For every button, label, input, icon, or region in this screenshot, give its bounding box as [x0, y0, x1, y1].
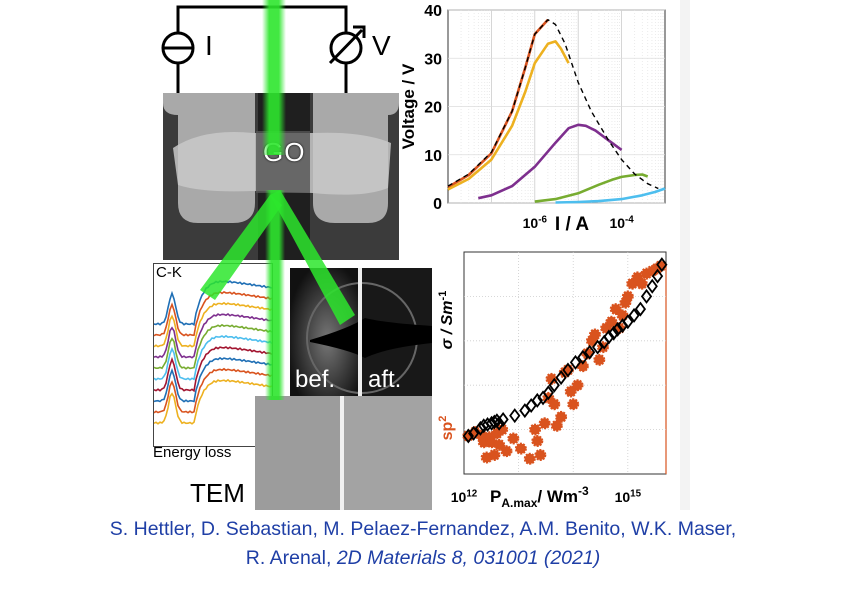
chart1-ytick-label: 10 — [424, 148, 442, 165]
chart2-conductivity-marker — [493, 415, 505, 431]
chart2-conductivity-marker — [569, 354, 582, 370]
chart2-sp2-marker — [507, 432, 520, 445]
chart2-sp2-marker — [514, 442, 527, 455]
chart2-sp2-marker — [593, 353, 606, 366]
chart2-conductivity-marker — [467, 425, 480, 441]
chart2-sp2-marker — [555, 410, 568, 423]
eels-spectrum-curve — [154, 356, 272, 403]
diffraction-patterns: bef. aft. — [290, 268, 432, 398]
chart2-conductivity-marker — [608, 325, 620, 341]
chart1-series-curve-2 — [447, 40, 570, 191]
chart2-conductivity-marker — [531, 392, 543, 408]
circuit-wires — [161, 5, 366, 95]
chart2-conductivity-marker — [519, 403, 531, 419]
eels-spectrum-curve — [154, 367, 272, 414]
voltmeter-icon — [328, 25, 366, 65]
chart2-sp2-marker — [567, 398, 580, 411]
chart2-sp2-marker — [534, 448, 547, 461]
chart2-ylabel-sigma: σ / Sm-1 — [437, 291, 456, 350]
go-sample-label: GO — [263, 137, 306, 167]
eels-spectrum-curve — [154, 313, 272, 359]
chart2-conductivity-marker — [634, 301, 647, 317]
tem-label: TEM — [190, 478, 245, 508]
chart2-conductivity-marker — [584, 344, 596, 360]
chart2-sp2-marker — [529, 423, 542, 436]
chart2-sp2-marker — [635, 277, 648, 290]
chart2-sp2-marker — [488, 448, 501, 461]
chart2-sp2-marker — [548, 398, 561, 411]
chart2-conductivity-marker — [646, 278, 658, 294]
chart1-ytick-label: 40 — [424, 3, 442, 20]
chart2-xtick-label: 1012 — [451, 488, 478, 505]
current-source-icon — [161, 31, 195, 65]
figure-edge — [680, 0, 690, 510]
chart2-conductivity-marker — [611, 321, 624, 337]
chart2-conductivity-marker — [509, 408, 521, 424]
chart1-xtick-label: 10-6 — [523, 214, 548, 231]
sem-image: GO — [163, 93, 399, 260]
chart2-conductivity-marker — [497, 411, 509, 427]
chart1-ylabel: Voltage / V — [400, 63, 418, 149]
chart2-sp2-marker — [493, 438, 506, 451]
chart2-sp2-marker — [609, 303, 622, 316]
chart2-ylabel-sp2: sp2 — [437, 416, 456, 441]
chart2-conductivity-marker — [603, 329, 615, 345]
chart1-xlabel: I / A — [555, 214, 589, 235]
chart2-sp2-marker — [588, 328, 601, 341]
chart2-conductivity-marker — [622, 314, 634, 330]
before-label: bef. — [295, 366, 336, 393]
current-source-label: I — [205, 30, 213, 61]
eels-spectrum-curve — [154, 378, 272, 425]
c-k-edge-label: C-K — [156, 264, 182, 281]
chart1-ytick-label: 20 — [424, 100, 442, 117]
chart2-conductivity-marker — [577, 349, 589, 365]
citation-authors: S. Hettler, D. Sebastian, M. Pelaez-Fern… — [109, 518, 737, 540]
chart1-series-curve-5 — [555, 187, 666, 204]
chart2-sp2-marker — [500, 445, 513, 458]
conductivity-power-chart: 1012 1015 PA.max/ Wm-3 σ / Sm-1 sp2 — [437, 251, 668, 510]
chart2-xlabel: PA.max/ Wm-3 — [490, 484, 589, 510]
citation: S. Hettler, D. Sebastian, M. Pelaez-Fern… — [0, 515, 846, 573]
eels-spectrum-curve — [154, 334, 272, 381]
after-label: aft. — [368, 366, 402, 393]
voltage-current-chart: 0 10 20 30 40 10-6 10-4 I / A Voltage / V — [400, 3, 666, 235]
chart2-conductivity-marker — [651, 268, 664, 284]
chart1-ytick-label: 30 — [424, 51, 442, 68]
chart2-sp2-marker — [538, 417, 551, 430]
circuit-diagram: I V — [150, 0, 410, 95]
eels-spectrum-curve — [154, 301, 272, 348]
eels-spectrum-curve — [154, 323, 272, 370]
chart2-sp2-marker — [571, 379, 584, 392]
chart2-conductivity-marker — [628, 307, 640, 323]
chart1-ytick-label: 0 — [433, 196, 442, 213]
chart2-conductivity-marker — [656, 257, 668, 273]
chart2-sp2-marker — [550, 419, 563, 432]
citation-journal: 2D Materials 8, 031001 (2021) — [336, 547, 601, 569]
chart2-conductivity-marker — [485, 415, 498, 431]
chart2-sp2-marker — [564, 385, 577, 398]
citation-authors-end: R. Arenal, — [245, 547, 337, 569]
chart2-sp2-marker — [621, 290, 634, 303]
chart1-xtick-label: 10-4 — [609, 214, 634, 231]
chart2-conductivity-marker — [640, 288, 653, 304]
chart1-series-curve-4 — [534, 173, 649, 203]
chart2-sp2-marker — [523, 452, 536, 465]
chart2-conductivity-marker — [555, 370, 567, 386]
voltmeter-label: V — [372, 30, 391, 61]
chart1-series-envelope — [447, 19, 659, 190]
chart2-xtick-label: 1015 — [615, 488, 642, 505]
eels-spectrum-curve — [154, 346, 272, 393]
chart2-conductivity-marker — [462, 428, 474, 444]
chart2-sp2-marker — [531, 435, 544, 448]
chart2-conductivity-marker — [542, 385, 554, 401]
chart2-conductivity-marker — [548, 377, 560, 393]
chart2-conductivity-marker — [562, 362, 574, 378]
tem-image — [255, 396, 432, 510]
chart2-conductivity-marker — [592, 339, 604, 355]
energy-loss-label: Energy loss — [153, 444, 232, 461]
chart2-sp2-marker — [576, 360, 589, 373]
chart1-series-curve-3 — [478, 123, 623, 200]
chart2-sp2-marker — [605, 315, 618, 328]
